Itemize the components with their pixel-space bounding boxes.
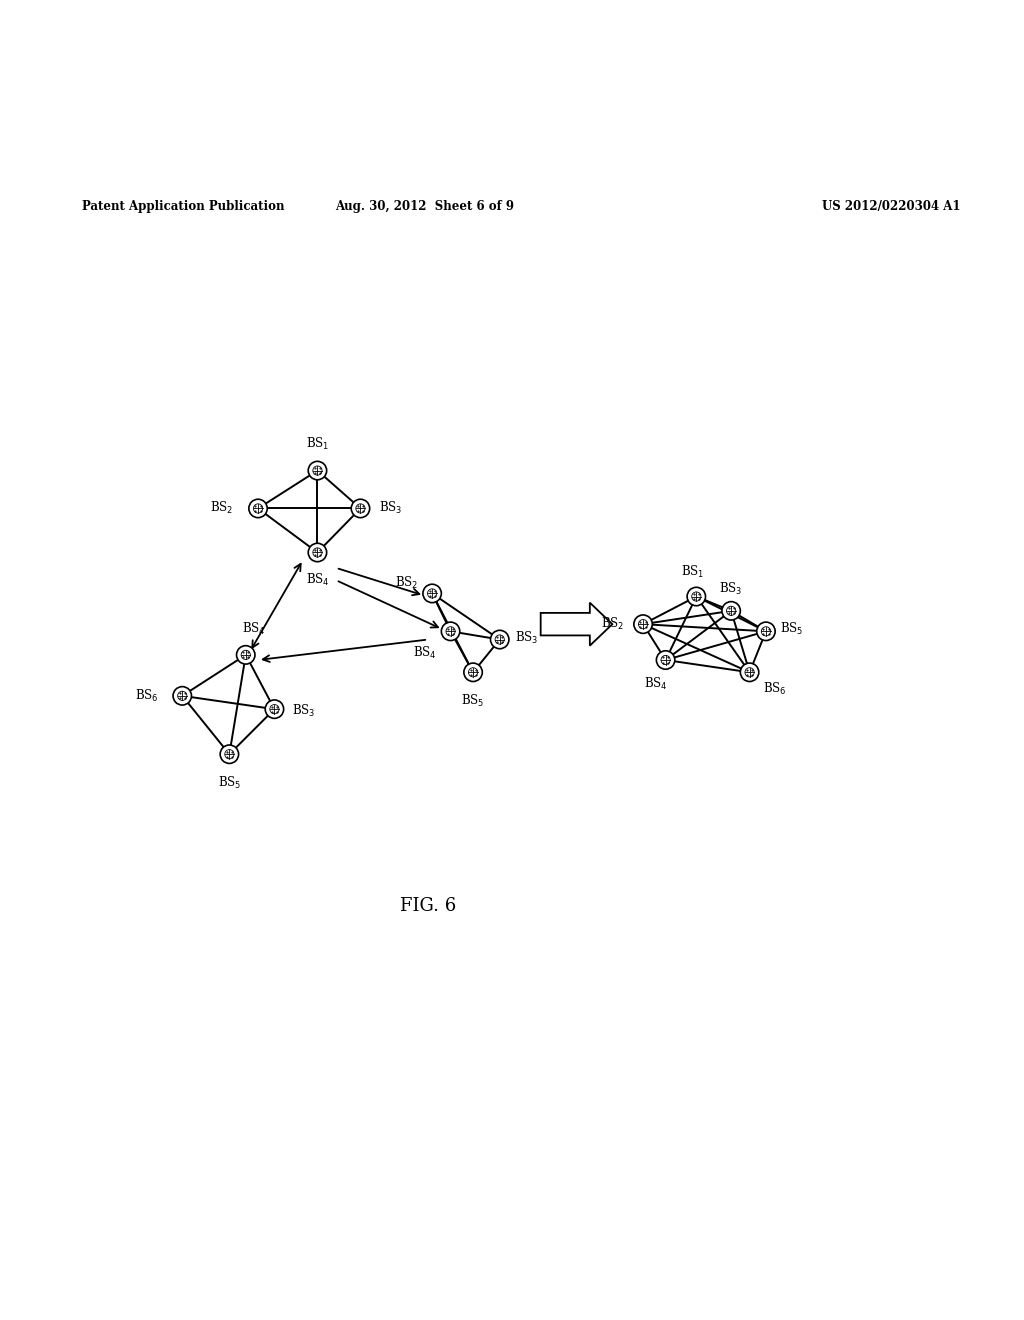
Circle shape — [634, 615, 652, 634]
Circle shape — [265, 700, 284, 718]
Circle shape — [692, 591, 700, 601]
Circle shape — [687, 587, 706, 606]
Text: BS$_1$: BS$_1$ — [681, 564, 703, 579]
Text: Patent Application Publication: Patent Application Publication — [82, 199, 285, 213]
Circle shape — [428, 589, 436, 598]
Text: BS$_4$: BS$_4$ — [242, 622, 266, 638]
Circle shape — [727, 606, 735, 615]
Circle shape — [355, 504, 365, 513]
Circle shape — [496, 635, 504, 644]
Circle shape — [313, 466, 322, 475]
Circle shape — [220, 744, 239, 763]
Text: FIG. 6: FIG. 6 — [400, 896, 456, 915]
Text: BS$_6$: BS$_6$ — [763, 681, 786, 697]
Circle shape — [464, 663, 482, 681]
Text: BS$_6$: BS$_6$ — [135, 688, 159, 704]
Circle shape — [178, 692, 186, 701]
Circle shape — [656, 651, 675, 669]
FancyArrow shape — [541, 603, 612, 645]
Text: BS$_3$: BS$_3$ — [515, 630, 539, 645]
Text: BS$_3$: BS$_3$ — [720, 581, 742, 597]
Text: BS$_5$: BS$_5$ — [780, 622, 804, 638]
Text: BS$_3$: BS$_3$ — [292, 704, 315, 719]
Text: BS$_5$: BS$_5$ — [218, 775, 241, 791]
Circle shape — [662, 656, 670, 664]
Circle shape — [237, 645, 255, 664]
Text: BS$_4$: BS$_4$ — [413, 644, 436, 661]
Circle shape — [722, 602, 740, 620]
Circle shape — [423, 585, 441, 603]
Text: US 2012/0220304 A1: US 2012/0220304 A1 — [821, 199, 961, 213]
Circle shape — [313, 548, 322, 557]
Circle shape — [225, 750, 233, 759]
Circle shape — [242, 651, 250, 660]
Circle shape — [308, 544, 327, 562]
Circle shape — [639, 619, 647, 628]
Circle shape — [757, 622, 775, 640]
Circle shape — [745, 668, 754, 677]
Circle shape — [308, 462, 327, 479]
Text: BS$_1$: BS$_1$ — [306, 436, 329, 453]
Circle shape — [469, 668, 477, 677]
Text: BS$_3$: BS$_3$ — [379, 500, 402, 516]
Circle shape — [490, 631, 509, 648]
Text: BS$_4$: BS$_4$ — [643, 676, 668, 693]
Circle shape — [249, 499, 267, 517]
Circle shape — [762, 627, 770, 636]
Circle shape — [270, 705, 279, 714]
Text: BS$_2$: BS$_2$ — [601, 616, 625, 632]
Text: BS$_5$: BS$_5$ — [462, 693, 484, 709]
Text: BS$_2$: BS$_2$ — [394, 576, 418, 591]
Circle shape — [441, 622, 460, 640]
Circle shape — [173, 686, 191, 705]
Circle shape — [740, 663, 759, 681]
Text: BS$_2$: BS$_2$ — [210, 500, 233, 516]
Circle shape — [254, 504, 262, 513]
Circle shape — [351, 499, 370, 517]
Circle shape — [446, 627, 455, 636]
Text: Aug. 30, 2012  Sheet 6 of 9: Aug. 30, 2012 Sheet 6 of 9 — [336, 199, 514, 213]
Text: BS$_4$: BS$_4$ — [305, 572, 330, 587]
